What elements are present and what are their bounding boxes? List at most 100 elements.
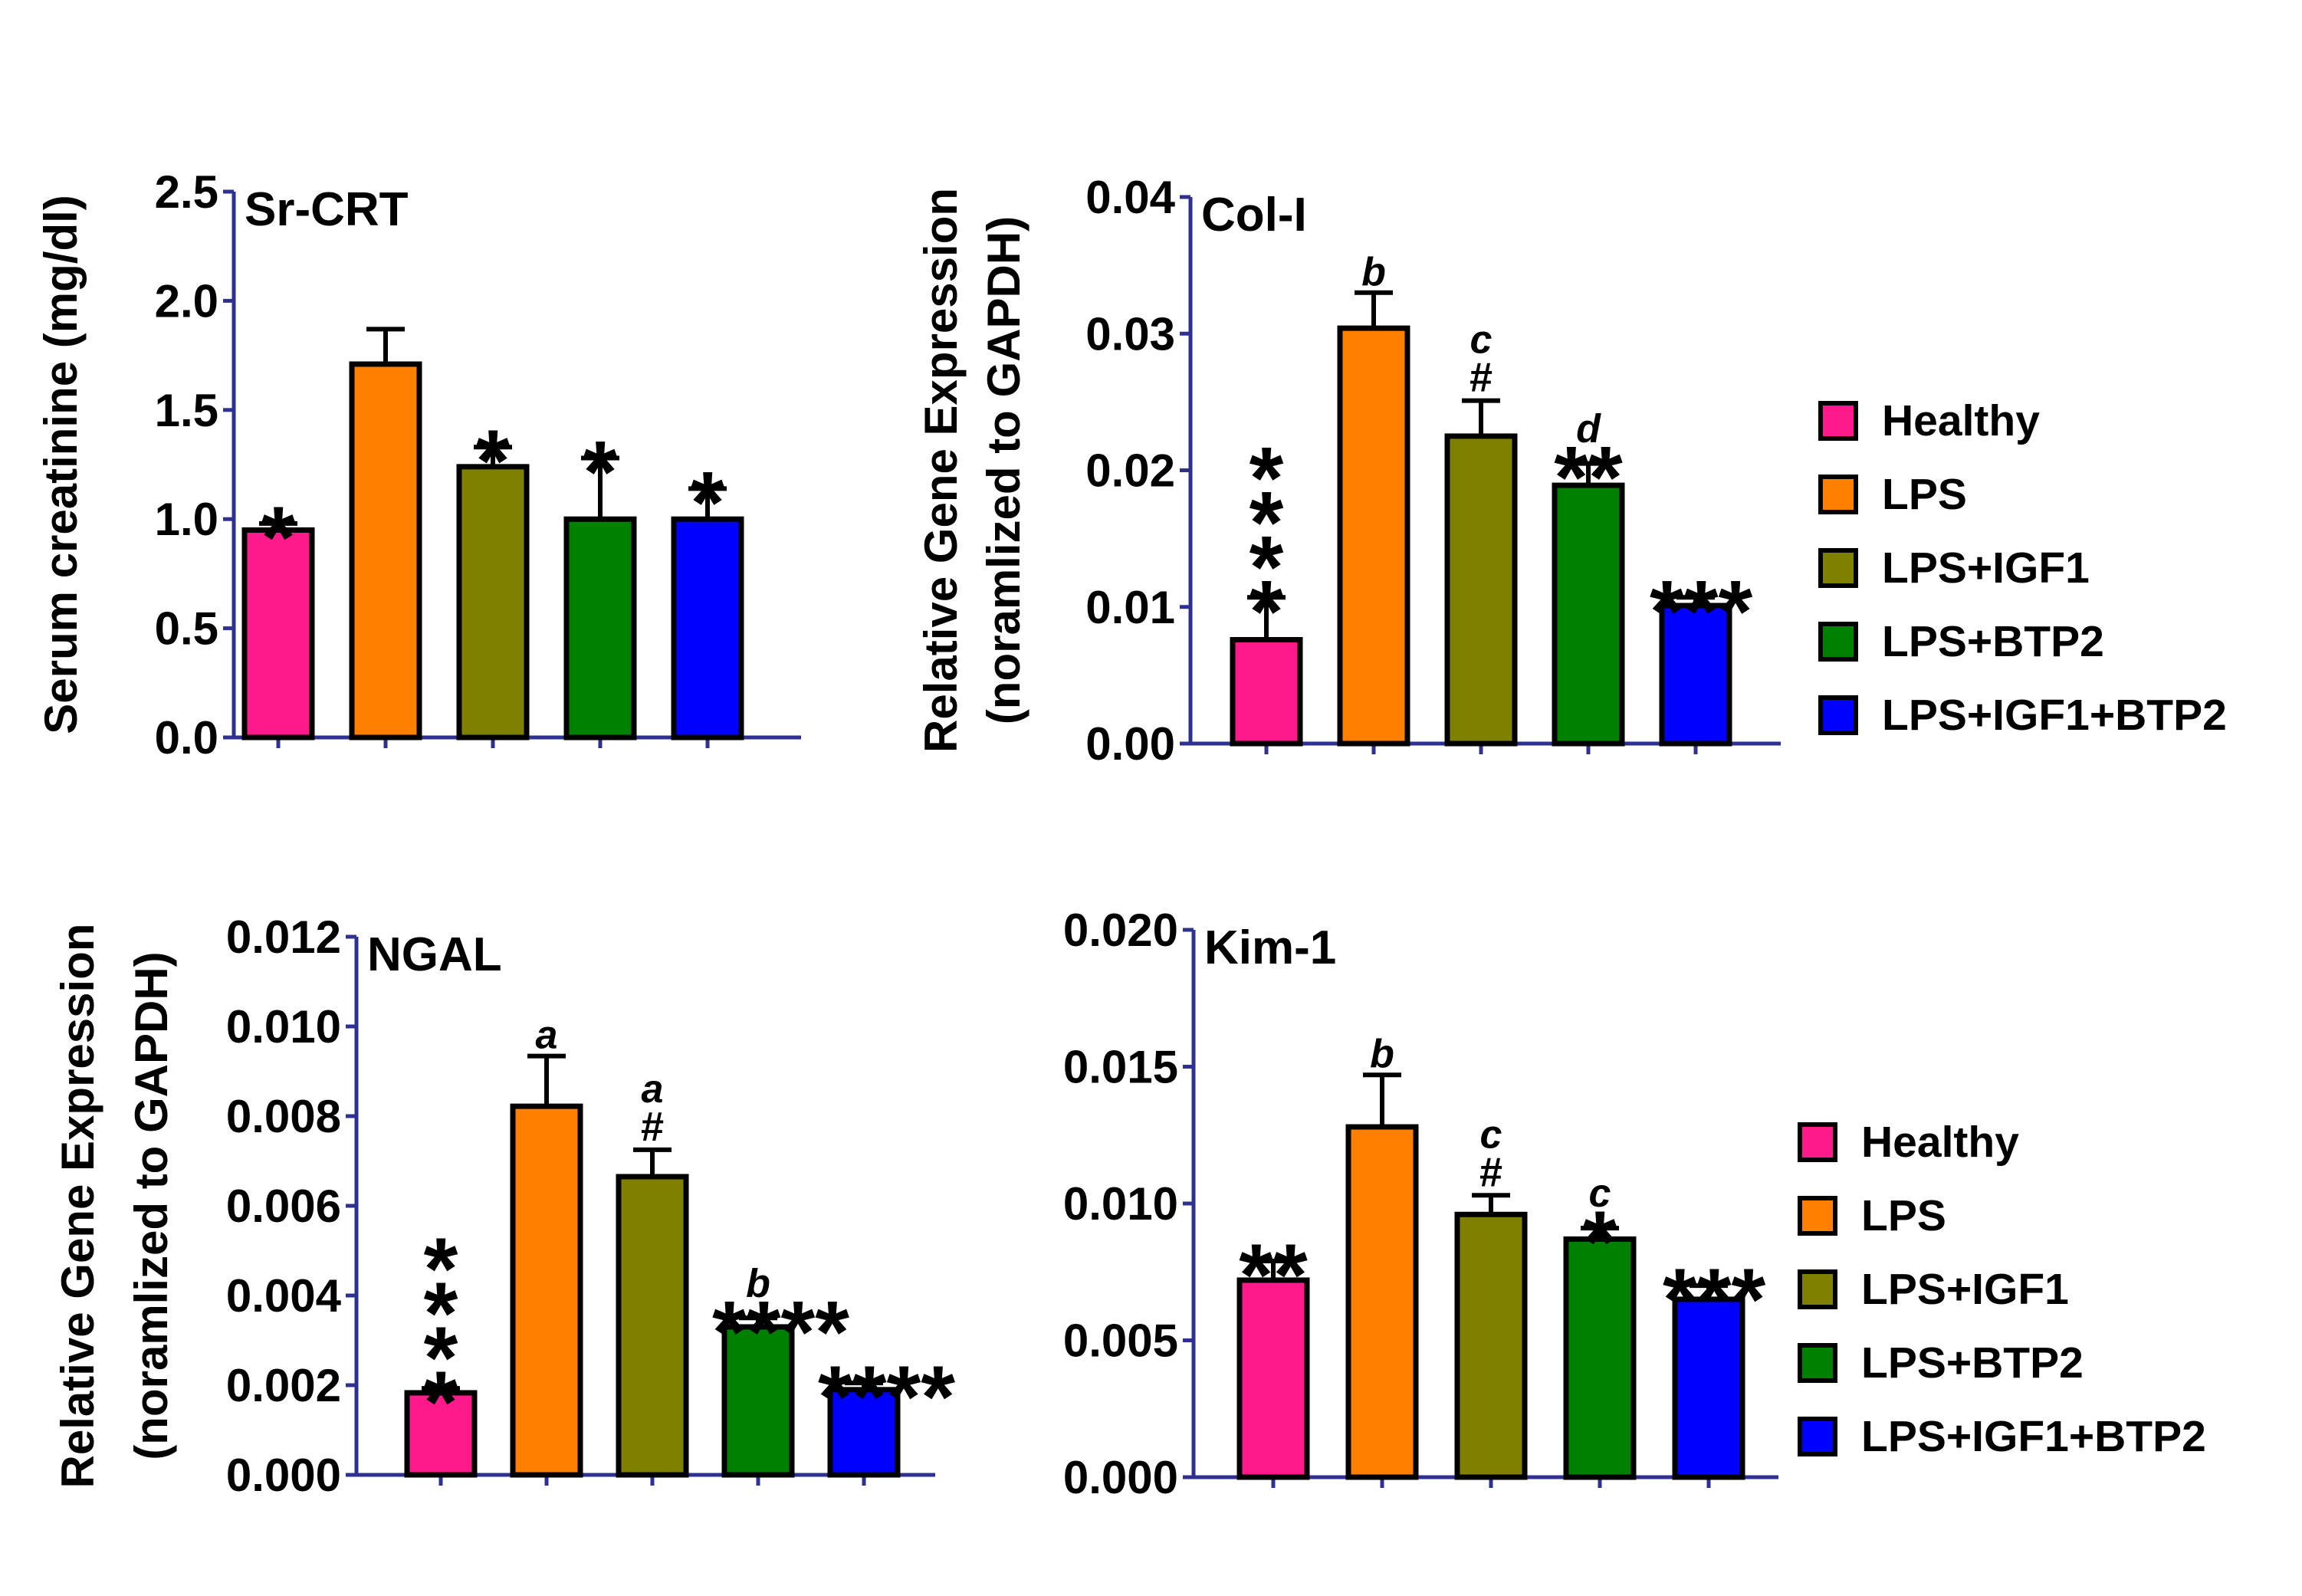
significance-letter: b [1361,250,1386,294]
bar-lps [1345,1124,1419,1480]
significance-star: * [1250,518,1284,616]
legend-top: Healthy LPS LPS+IGF1 LPS+BTP2 LPS+IGF1+BTP2 [1818,396,2227,740]
significance-stars: *** [1650,563,1753,661]
significance-letter: a [536,1013,558,1058]
panel-title: Col-I [1201,189,1307,241]
significance-star: * [1250,563,1284,661]
y-tick-label: 0.010 [1063,1178,1178,1230]
y-axis-label: Serum creatinine (mg/dl) [35,195,87,734]
significance-star: * [424,1309,458,1407]
y-tick-label: 0.004 [226,1270,342,1322]
significance-letter: c [1470,318,1493,363]
significance-star: * [424,1220,458,1319]
significance-stars: * [261,489,296,587]
legend-swatch-lps-btp2 [1818,622,1858,662]
significance-stars: **** [712,1283,849,1381]
bar-lps-igf1 [456,464,530,741]
significance-stars: * [691,454,725,552]
significance-stars: ** [1554,429,1623,527]
bar-lps-btp2 [721,1324,795,1478]
y-tick-label: 1.0 [155,494,218,545]
bar-lps-igf1 [1444,433,1518,747]
y-tick-label: 0.008 [226,1091,341,1142]
bar-lps-igf1-btp2 [1659,603,1732,747]
significance-letter: a [642,1067,664,1112]
significance-letter: d [1576,407,1601,452]
significance-letter: b [746,1261,770,1305]
y-tick-label: 2.5 [155,166,218,218]
significance-stars: * [476,412,511,511]
y-tick-label: 0.000 [226,1450,341,1501]
significance-hash: # [1479,1149,1502,1195]
bar-lps-igf1 [616,1174,689,1478]
panel-col-i: 0.00 0.01 0.02 0.03 0.04 Col-I Relative Gene E… [915,172,1781,770]
legend-swatch-lps [1798,1196,1837,1236]
legend-swatch-healthy [1818,401,1858,441]
bar-lps [1337,325,1410,747]
panel-title: Kim-1 [1204,921,1336,974]
significance-letter: c [1589,1171,1611,1216]
legend-swatch-lps-btp2 [1798,1343,1837,1383]
y-tick-label: 0.000 [1063,1452,1178,1503]
bar-lps-igf1 [1454,1211,1528,1480]
bar-lps-igf1-btp2 [1672,1296,1745,1480]
y-tick-label: 0.006 [226,1181,341,1232]
significance-hash: # [1470,355,1493,401]
bar-lps-igf1-btp2 [671,516,744,741]
significance-star: * [424,1354,458,1452]
y-tick-label: 0.04 [1085,172,1175,223]
significance-hash: # [641,1104,664,1150]
significance-stars: * [1583,1194,1617,1292]
legend-swatch-lps [1818,475,1858,514]
legend-label-lps-btp2: LPS+BTP2 [1861,1338,2084,1387]
legend-label-lps-igf1: LPS+IGF1 [1861,1265,2069,1314]
panel-title: Sr-CRT [245,183,409,236]
bar-lps [510,1103,583,1478]
legend-swatch-healthy [1798,1122,1837,1162]
legend-label-lps: LPS [1861,1191,1946,1240]
legend-label-lps-igf1-btp2: LPS+IGF1+BTP2 [1861,1412,2206,1461]
bar-lps [349,361,422,741]
significance-letter: b [1370,1032,1394,1076]
legend-swatch-lps-igf1-btp2 [1798,1417,1837,1456]
bar-lps-btp2 [1552,482,1625,747]
y-axis-label: Relative Gene Expression [915,188,967,753]
legend-label-lps-btp2: LPS+BTP2 [1882,617,2104,666]
bar-lps-btp2 [563,516,637,741]
significance-star: * [1250,429,1284,527]
bar-healthy [404,1390,478,1478]
y-tick-label: 2.0 [155,275,218,327]
y-tick-label: 0.02 [1085,445,1175,497]
significance-star: * [1250,474,1284,572]
y-tick-label: 0.03 [1085,308,1175,360]
y-tick-label: 0.5 [155,603,218,655]
legend-swatch-lps-igf1 [1818,548,1858,588]
legend-swatch-lps-igf1 [1798,1269,1837,1309]
y-tick-label: 1.5 [155,385,218,436]
y-tick-label: 0.005 [1063,1315,1178,1367]
y-tick-label: 0.002 [226,1360,341,1411]
significance-letter: c [1480,1112,1502,1157]
panel-ngal: 0.000 0.002 0.004 0.006 0.008 0.010 0.012 NGAL R… [52,911,955,1501]
legend-label-lps-igf1-btp2: LPS+IGF1+BTP2 [1882,691,2227,740]
significance-stars: **** [818,1348,955,1447]
bar-lps-btp2 [1563,1236,1637,1480]
y-tick-label: 0.012 [226,911,341,963]
panel-title: NGAL [367,928,502,981]
y-tick-label: 0.0 [155,712,218,764]
y-axis-sublabel: (noramlized to GAPDH) [126,951,177,1460]
significance-stars: * [583,423,618,521]
legend-label-healthy: Healthy [1861,1118,2019,1167]
bar-healthy [1230,637,1303,747]
significance-stars: *** [1663,1251,1766,1349]
y-axis-label: Relative Gene Expression [52,924,103,1489]
y-tick-label: 0.01 [1085,582,1175,633]
significance-stars: ** [1239,1227,1308,1325]
significance-star: * [424,1265,458,1363]
legend-swatch-lps-igf1-btp2 [1818,695,1858,735]
legend-label-lps-igf1: LPS+IGF1 [1882,543,2090,593]
y-tick-label: 0.00 [1085,718,1175,770]
panel-sr-crt: 0.0 0.5 1.0 1.5 2.0 2.5 Sr-CRT Serum creatinine… [35,166,801,764]
